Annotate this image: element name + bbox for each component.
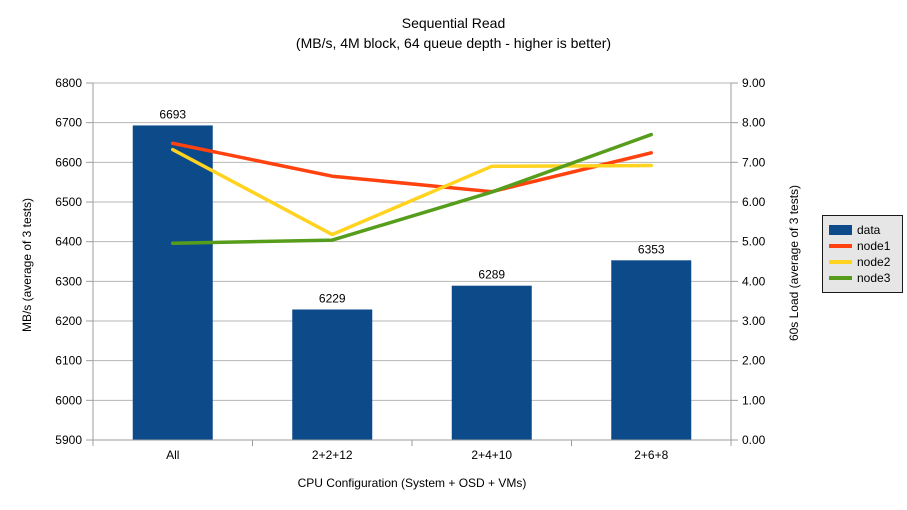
line-node1 <box>171 141 653 194</box>
bar-value-label: 6289 <box>478 268 505 282</box>
legend-label-node1: node1 <box>857 239 891 253</box>
left-tick-label: 6600 <box>55 155 82 169</box>
left-tick-label: 6800 <box>55 76 82 90</box>
left-tick-label: 6300 <box>55 274 82 288</box>
bar <box>451 285 532 440</box>
bar-value-label: 6693 <box>159 107 186 121</box>
x-category-label: 2+4+10 <box>471 448 512 462</box>
legend-swatch-node2 <box>829 260 852 264</box>
right-tick-label: 6.00 <box>742 195 766 209</box>
left-tick-label: 6500 <box>55 195 82 209</box>
bar <box>292 309 373 440</box>
legend-item-data: data <box>829 223 896 237</box>
left-tick-label: 6700 <box>55 116 82 130</box>
legend-label-node2: node2 <box>857 255 891 269</box>
bar <box>611 260 692 440</box>
x-category-label: All <box>166 448 179 462</box>
legend: data node1 node2 node3 <box>822 215 903 293</box>
legend-item-node2: node2 <box>829 255 896 269</box>
right-tick-label: 0.00 <box>742 433 766 447</box>
legend-item-node3: node3 <box>829 271 896 285</box>
x-category-label: 2+6+8 <box>634 448 668 462</box>
right-tick-label: 3.00 <box>742 314 766 328</box>
right-axis-title: 60s Load (average of 3 tests) <box>787 184 801 342</box>
bar-value-label: 6229 <box>319 291 346 305</box>
legend-label-data: data <box>857 223 881 237</box>
right-tick-label: 1.00 <box>742 393 766 407</box>
left-tick-label: 6100 <box>55 354 82 368</box>
left-tick-label: 5900 <box>55 433 82 447</box>
right-tick-label: 7.00 <box>742 155 766 169</box>
right-tick-label: 9.00 <box>742 76 766 90</box>
right-tick-label: 8.00 <box>742 116 766 130</box>
right-tick-label: 4.00 <box>742 274 766 288</box>
right-tick-label: 2.00 <box>742 354 766 368</box>
left-tick-label: 6400 <box>55 235 82 249</box>
legend-swatch-node3 <box>829 276 852 280</box>
legend-swatch-data <box>829 225 852 235</box>
x-category-label: 2+2+12 <box>312 448 353 462</box>
right-tick-label: 5.00 <box>742 235 766 249</box>
legend-swatch-node1 <box>829 244 852 248</box>
left-axis-title: MB/s (average of 3 tests) <box>20 197 34 333</box>
left-tick-label: 6200 <box>55 314 82 328</box>
x-axis-title: CPU Configuration (System + OSD + VMs) <box>297 476 527 490</box>
bar-value-label: 6353 <box>638 242 665 256</box>
line-node2 <box>171 147 653 237</box>
legend-label-node3: node3 <box>857 271 891 285</box>
left-tick-label: 6000 <box>55 393 82 407</box>
chart-title: Sequential Read <box>401 15 506 31</box>
bar <box>132 125 213 441</box>
chart-subtitle: (MB/s, 4M block, 64 queue depth - higher… <box>295 35 612 51</box>
legend-item-node1: node1 <box>829 239 896 253</box>
line-node3 <box>171 132 653 246</box>
